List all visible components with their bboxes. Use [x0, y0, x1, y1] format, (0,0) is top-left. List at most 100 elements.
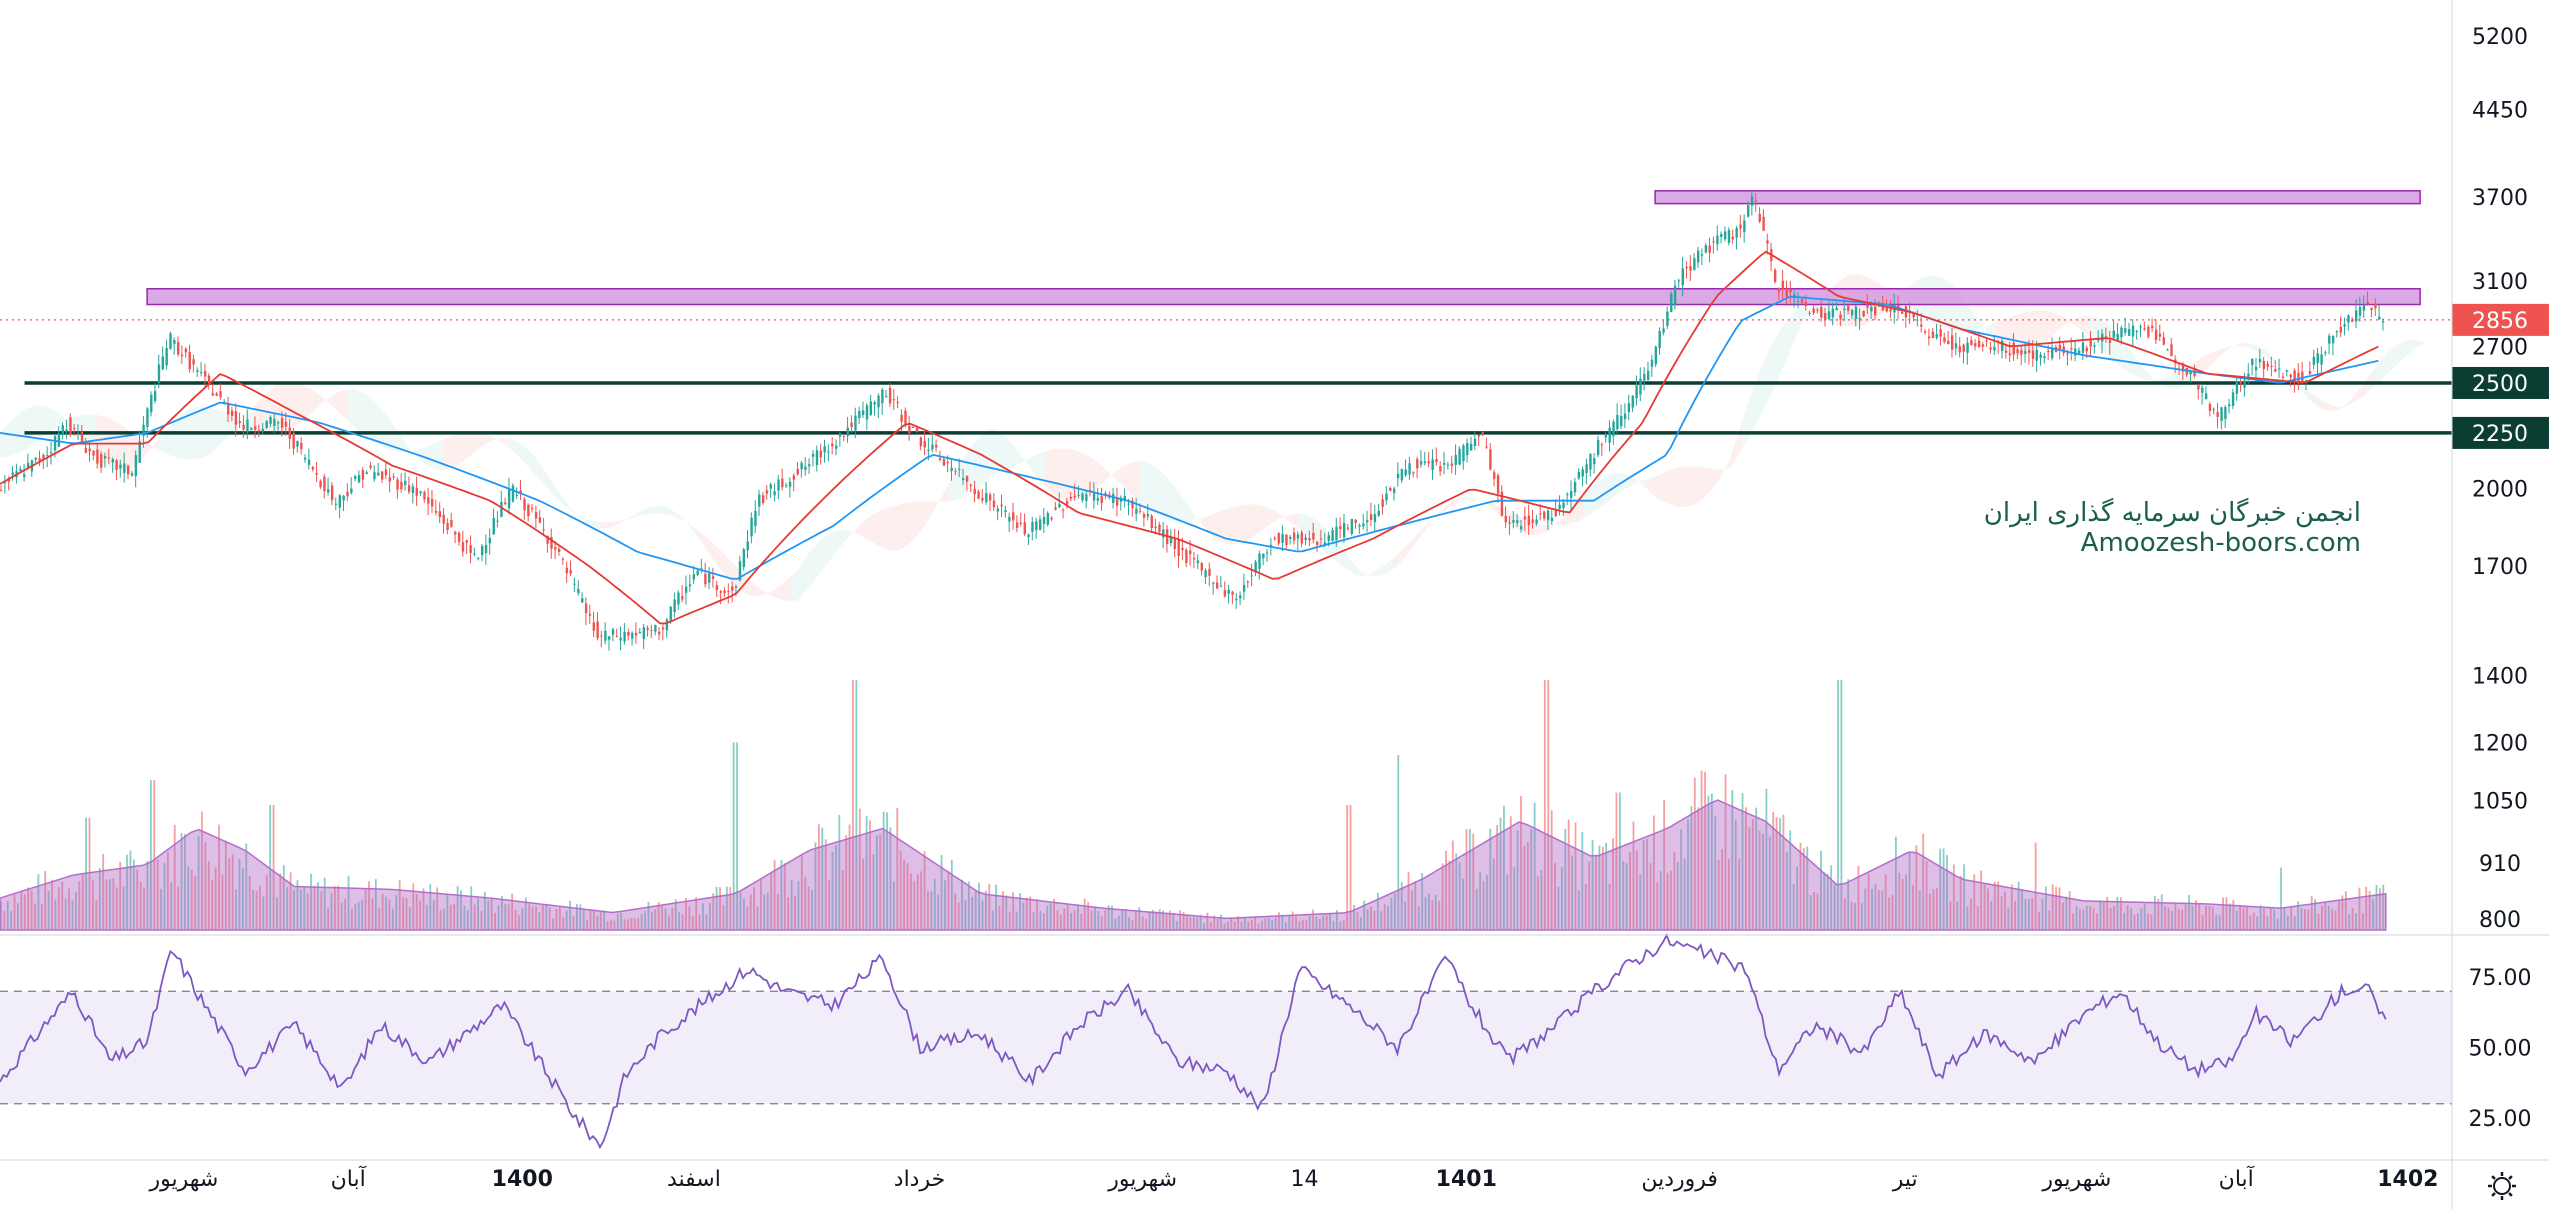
- candle-body: [115, 460, 118, 470]
- candle-body: [400, 481, 403, 490]
- candle-body: [1381, 499, 1384, 507]
- support-lines[interactable]: 2500 2250 2856: [0, 303, 2549, 449]
- candle-body: [2008, 353, 2012, 356]
- volume-bar: [2314, 899, 2317, 930]
- candle-body: [669, 606, 672, 623]
- volume-bar: [650, 911, 653, 930]
- support-badge: [2452, 366, 2549, 399]
- price-axis-tick: 2700: [2472, 336, 2528, 361]
- volume-bar: [1990, 901, 1993, 930]
- volume-bar: [828, 880, 831, 930]
- candle-body: [927, 449, 930, 451]
- volume-bar: [1373, 910, 1376, 930]
- volume-bar: [2297, 901, 2299, 930]
- volume-bar: [1697, 807, 1700, 930]
- volume-bar: [2198, 904, 2201, 930]
- volume-bar: [1012, 892, 1015, 930]
- volume-bar: [1468, 829, 1471, 930]
- volume-bar: [712, 893, 715, 930]
- volume-bar: [115, 887, 118, 930]
- resistance-zones[interactable]: [146, 190, 2421, 306]
- cloud-segment: [1044, 448, 1077, 501]
- volume-bar: [1789, 830, 1792, 930]
- volume-bar: [572, 916, 575, 930]
- volume-bar: [446, 895, 449, 930]
- volume-bar: [753, 887, 756, 930]
- candle-body: [1512, 520, 1515, 523]
- cloud-segment: [2058, 314, 2090, 339]
- candle-body: [811, 453, 815, 457]
- volume-bar: [882, 811, 885, 930]
- volume-bar: [2068, 891, 2071, 930]
- volume-bar: [167, 852, 169, 930]
- candle-body: [734, 586, 738, 588]
- candle-body: [1185, 549, 1188, 564]
- volume-bar: [613, 920, 616, 930]
- candle-body: [2366, 301, 2369, 305]
- volume-bar: [1653, 815, 1655, 930]
- candle-body: [2120, 327, 2123, 338]
- candle-body: [119, 464, 122, 469]
- candle-body: [2266, 363, 2269, 367]
- volume-bar: [2181, 909, 2184, 930]
- volume-bar: [1220, 914, 1222, 930]
- volume-bar: [1417, 906, 1420, 930]
- candle-body: [604, 630, 607, 641]
- volume-bar: [1952, 864, 1955, 930]
- candle-body: [2051, 347, 2054, 359]
- candle-body: [142, 424, 145, 436]
- candle-body: [2058, 344, 2062, 350]
- volume-bar: [255, 890, 258, 930]
- candle-body: [1054, 507, 1057, 510]
- candle-body: [1519, 526, 1523, 530]
- candle-body: [700, 568, 703, 570]
- moving-averages: [0, 250, 2379, 625]
- candle-body: [1223, 590, 1227, 597]
- candle-body: [2116, 333, 2119, 341]
- volume-bar: [2317, 913, 2320, 930]
- candle-body: [1785, 288, 1788, 297]
- candle-body: [1169, 537, 1173, 544]
- candle-body: [1000, 504, 1003, 507]
- watermark-site: Amoozesh-boors.com: [2080, 528, 2361, 558]
- volume-bar: [1939, 848, 1942, 930]
- volume-bar: [1428, 893, 1430, 930]
- volume-bar: [2259, 905, 2262, 930]
- candle-body: [1573, 482, 1577, 493]
- volume-bar: [279, 873, 282, 930]
- volume-bar: [436, 887, 439, 930]
- candle-body: [388, 477, 392, 482]
- candle-body: [38, 458, 41, 462]
- candle-body: [2189, 371, 2192, 375]
- volume-bar: [2205, 905, 2207, 930]
- volume-bar: [2007, 907, 2010, 930]
- candle-body: [1385, 493, 1388, 501]
- resistance-zone[interactable]: [1654, 190, 2421, 205]
- volume-bar: [2096, 913, 2098, 930]
- candle-body: [627, 631, 630, 636]
- volume-bar: [875, 835, 878, 930]
- volume-bar: [2010, 884, 2013, 930]
- candle-body: [2204, 393, 2208, 400]
- volume-bar: [2300, 908, 2303, 930]
- volume-bar: [2017, 881, 2020, 930]
- cloud-segment: [1583, 473, 1615, 519]
- volume-bar: [736, 742, 738, 930]
- volume-bar: [814, 842, 817, 930]
- price-axis-tick: 4450: [2472, 99, 2528, 124]
- volume-bar: [998, 906, 1001, 930]
- cloud-segment: [411, 439, 444, 471]
- candle-body: [573, 583, 576, 585]
- candle-body: [1123, 496, 1127, 501]
- volume-bar: [1301, 919, 1304, 930]
- candle-body: [2093, 345, 2096, 347]
- candle-body: [1666, 311, 1669, 326]
- volume-bar: [616, 913, 619, 930]
- resistance-zone[interactable]: [146, 287, 2421, 306]
- volume-bar: [1077, 904, 1079, 930]
- volume-bar: [1264, 918, 1267, 930]
- candle-body: [26, 462, 30, 468]
- gear-icon[interactable]: [2488, 1172, 2516, 1200]
- cloud-segment: [1393, 526, 1425, 570]
